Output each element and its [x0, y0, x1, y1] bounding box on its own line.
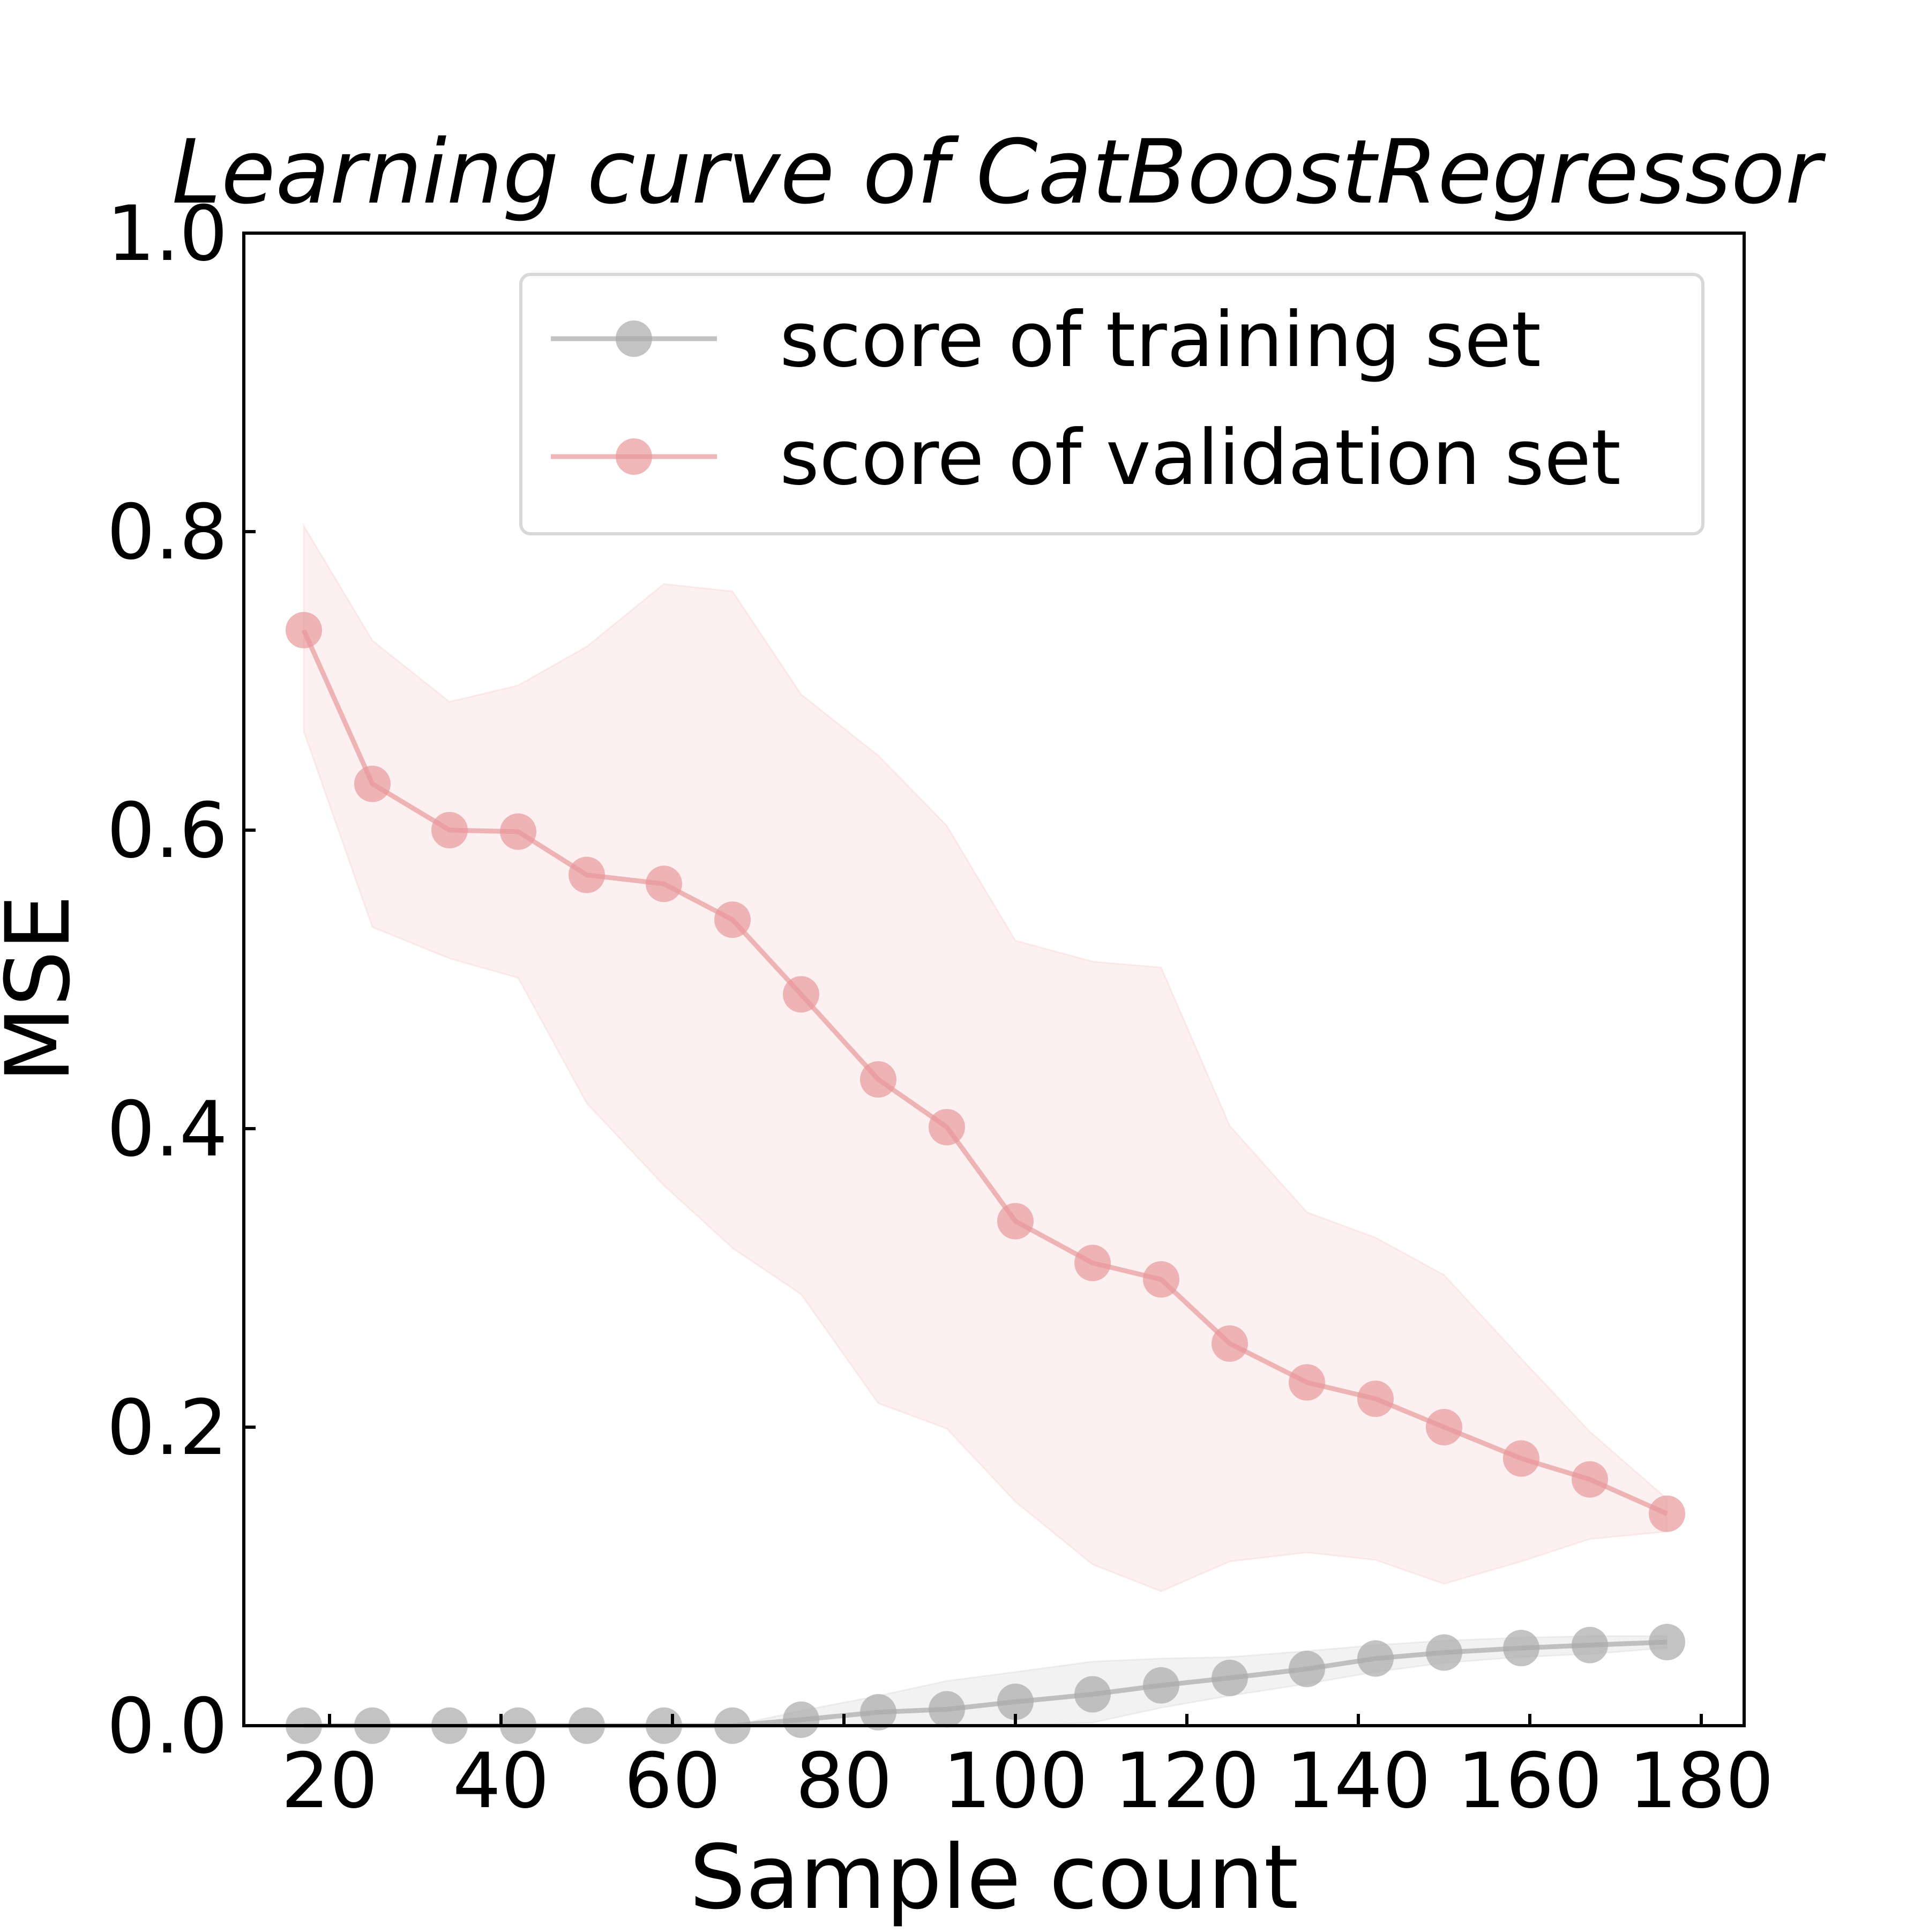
x-tick-label: 160 — [1457, 1737, 1602, 1825]
validation-point — [1572, 1461, 1608, 1498]
legend-label-training: score of training set — [780, 296, 1541, 384]
y-tick-label: 0.4 — [107, 1085, 228, 1174]
y-tick-label: 1.0 — [107, 190, 228, 278]
x-tick-label: 60 — [624, 1737, 721, 1825]
x-tick-label: 140 — [1285, 1737, 1431, 1825]
validation-point — [1143, 1261, 1179, 1298]
validation-point — [783, 976, 819, 1013]
y-tick-label: 0.6 — [107, 787, 228, 875]
training-point — [1572, 1627, 1608, 1664]
training-point — [1426, 1634, 1462, 1671]
legend-label-validation: score of validation set — [780, 414, 1621, 502]
axis-ticks: 20 40 60 80 100 120 140 160 180 0.0 0.2 0.4 0.6 0.8 1.… — [107, 190, 1774, 1825]
validation-point — [569, 856, 605, 893]
validation-point — [500, 813, 536, 850]
legend-swatch-validation-marker — [616, 438, 652, 475]
validation-point — [1212, 1325, 1248, 1362]
legend-box — [519, 273, 1704, 535]
training-point — [1289, 1651, 1325, 1688]
x-axis-label: Sample count — [690, 1826, 1299, 1929]
legend-swatch-training-marker — [616, 320, 652, 357]
training-point — [997, 1683, 1034, 1720]
training-point — [1074, 1676, 1111, 1713]
x-tick-label: 120 — [1114, 1737, 1259, 1825]
validation-point — [714, 901, 751, 938]
y-tick-label: 0.2 — [107, 1384, 228, 1472]
x-tick-label: 100 — [943, 1737, 1088, 1825]
training-point — [860, 1694, 896, 1730]
validation-point — [1503, 1440, 1539, 1477]
validation-point — [431, 812, 468, 848]
training-point — [1649, 1624, 1685, 1661]
validation-point — [860, 1061, 896, 1098]
training-point — [1357, 1640, 1394, 1677]
x-tick-label: 180 — [1628, 1737, 1774, 1825]
training-point — [929, 1691, 965, 1728]
validation-point — [1357, 1381, 1394, 1418]
validation-point — [286, 611, 322, 648]
plot-frame — [242, 232, 1746, 1727]
validation-point — [929, 1109, 965, 1146]
x-tick-label: 40 — [453, 1737, 550, 1825]
validation-point — [1649, 1495, 1685, 1532]
chart-title: Learning curve of CatBoostRegressor — [172, 121, 1827, 223]
y-tick-label: 0.0 — [107, 1682, 228, 1771]
validation-point — [997, 1203, 1034, 1240]
training-point — [1212, 1659, 1248, 1696]
validation-point — [646, 866, 682, 902]
x-tick-label: 80 — [796, 1737, 893, 1825]
validation-point — [1289, 1364, 1325, 1401]
y-tick-label: 0.8 — [107, 488, 228, 577]
training-point — [783, 1701, 819, 1738]
y-axis-label: MSE — [0, 894, 89, 1083]
validation-point — [1074, 1244, 1111, 1281]
legend: score of training set score of validatio… — [519, 273, 1704, 535]
x-tick-label: 20 — [281, 1737, 378, 1825]
validation-band — [303, 523, 1668, 1592]
validation-point — [354, 765, 391, 802]
validation-point — [1426, 1409, 1462, 1445]
training-point — [1143, 1667, 1179, 1704]
confidence-bands — [303, 523, 1668, 1727]
training-point — [1503, 1630, 1539, 1667]
